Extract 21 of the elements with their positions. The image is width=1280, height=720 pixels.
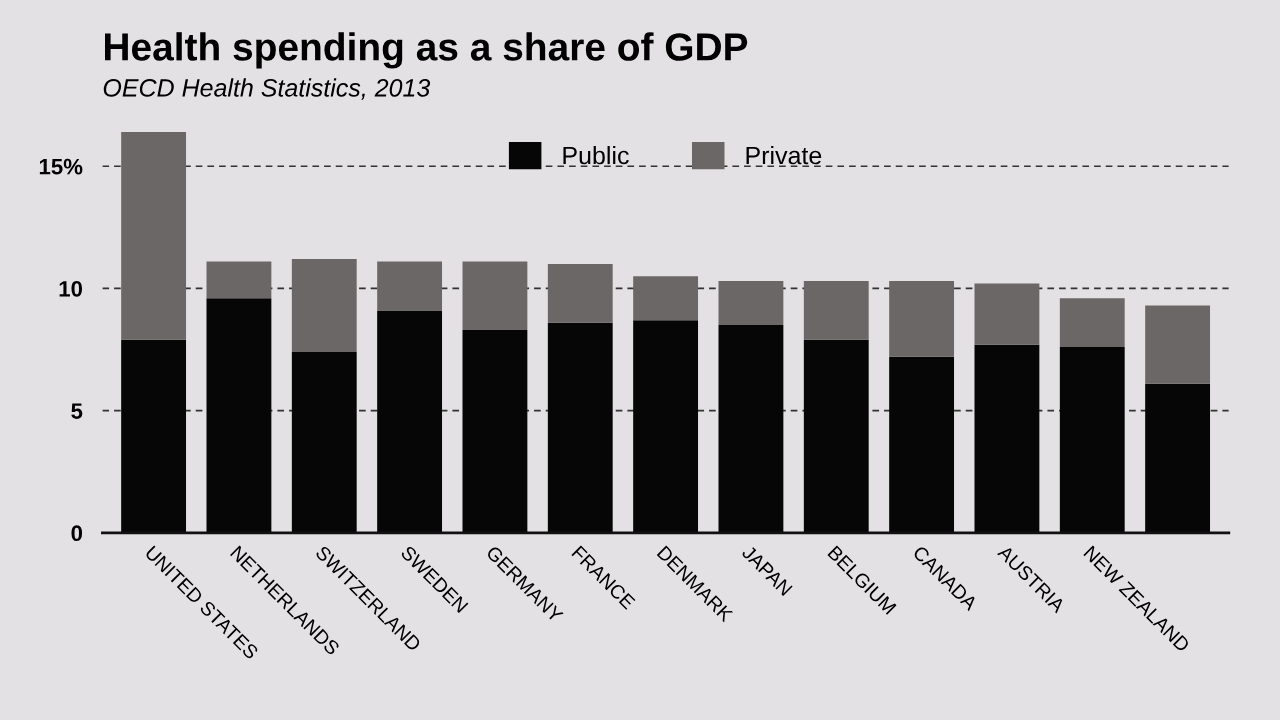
bar (633, 276, 699, 321)
y-tick-label: 10 (59, 280, 83, 297)
bar (889, 281, 955, 357)
bar (377, 261, 443, 311)
bar (547, 264, 613, 323)
chart-title: Health spending as a share of GDP (105, 32, 748, 69)
chart-subtitle: OECD Health Statistics, 2013 (103, 78, 431, 100)
bar (462, 261, 528, 330)
bar (1059, 298, 1125, 348)
bar (206, 261, 272, 299)
bar (121, 132, 187, 340)
y-tick-label: 0 (71, 525, 83, 542)
bar (291, 259, 357, 352)
bar (718, 281, 784, 326)
bar (974, 283, 1040, 345)
y-tick-label: 15% (39, 158, 83, 175)
bar (803, 281, 869, 340)
legend-label: Private (746, 145, 822, 165)
bar (1145, 305, 1211, 384)
legend-label: Public (563, 145, 629, 165)
y-tick-label: 5 (71, 403, 83, 419)
